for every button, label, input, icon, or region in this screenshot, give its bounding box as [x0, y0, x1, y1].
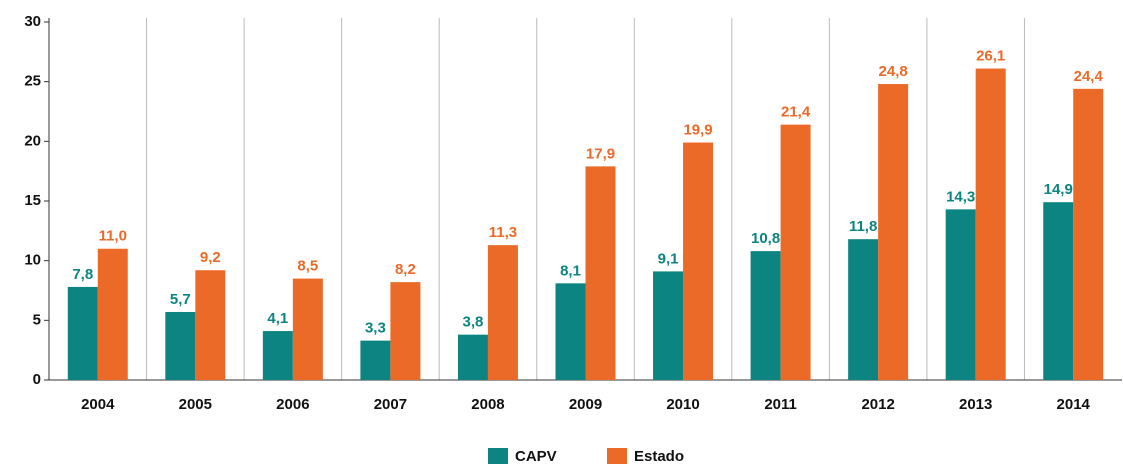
legend-label: CAPV [515, 448, 557, 465]
y-tick-label: 15 [24, 192, 41, 209]
y-tick-label: 5 [33, 311, 41, 328]
bar [780, 124, 811, 380]
legend-swatch [607, 448, 627, 464]
bar [1073, 88, 1104, 381]
bar [750, 251, 781, 380]
data-label: 19,9 [683, 121, 712, 138]
y-tick-label: 25 [24, 73, 41, 90]
data-label: 8,5 [297, 258, 318, 275]
data-label: 11,8 [849, 218, 877, 235]
bar [195, 270, 226, 380]
bar [975, 68, 1006, 380]
x-tick-label: 2013 [959, 396, 992, 413]
bar [360, 340, 391, 380]
y-tick-label: 10 [24, 252, 41, 269]
x-tick-label: 2005 [179, 396, 212, 413]
bar [165, 311, 196, 380]
bar [653, 271, 684, 380]
bar [262, 331, 293, 380]
bar [555, 283, 586, 380]
data-label: 9,2 [200, 249, 221, 266]
bar [457, 334, 488, 380]
data-label: 24,4 [1074, 68, 1104, 85]
data-label: 3,3 [365, 320, 386, 337]
data-label: 14,9 [1044, 181, 1073, 198]
data-label: 21,4 [781, 104, 811, 121]
bar [487, 245, 518, 380]
x-tick-label: 2012 [861, 396, 894, 413]
x-tick-label: 2004 [81, 396, 115, 413]
data-label: 26,1 [976, 48, 1005, 65]
data-label: 4,1 [267, 310, 288, 327]
x-tick-label: 2010 [666, 396, 699, 413]
data-label: 9,1 [658, 250, 679, 267]
y-tick-label: 0 [33, 371, 41, 388]
legend-swatch [488, 448, 508, 464]
legend-label: Estado [634, 448, 684, 465]
data-label: 3,8 [463, 314, 484, 331]
bar [878, 84, 909, 380]
y-tick-label: 20 [24, 132, 41, 149]
bar [1043, 202, 1074, 380]
data-label: 11,0 [99, 228, 127, 245]
data-label: 5,7 [170, 291, 191, 308]
bar [945, 209, 976, 380]
bar [683, 142, 714, 380]
bar [848, 239, 879, 380]
data-label: 8,2 [395, 261, 416, 278]
bar [97, 248, 128, 380]
bar [390, 282, 421, 380]
data-label: 17,9 [586, 145, 615, 162]
bar [67, 286, 98, 380]
x-tick-label: 2009 [569, 396, 602, 413]
y-tick-label: 30 [24, 13, 41, 30]
data-label: 14,3 [946, 188, 975, 205]
bar [585, 166, 616, 380]
x-tick-label: 2006 [276, 396, 309, 413]
x-tick-label: 2008 [471, 396, 504, 413]
data-label: 7,8 [72, 266, 93, 283]
data-label: 8,1 [560, 262, 581, 279]
data-label: 10,8 [751, 230, 780, 247]
data-label: 24,8 [879, 63, 908, 80]
x-tick-label: 2011 [764, 396, 797, 413]
x-tick-label: 2007 [374, 396, 407, 413]
data-label: 11,3 [489, 224, 517, 241]
bar [292, 278, 323, 380]
x-tick-label: 2014 [1057, 396, 1091, 413]
